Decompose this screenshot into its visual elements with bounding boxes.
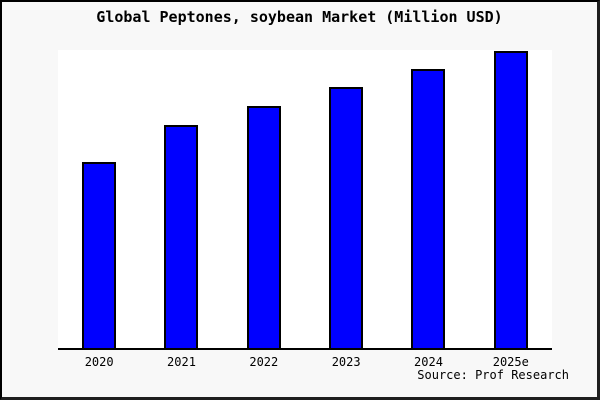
bar-2025e xyxy=(493,50,528,350)
bar-slot-2024 xyxy=(387,50,469,350)
bar-slot-2022 xyxy=(223,50,305,350)
bar-2021 xyxy=(164,125,199,350)
x-tick-label-2020: 2020 xyxy=(84,355,114,369)
x-tick-label-2024: 2024 xyxy=(414,355,443,369)
bar-2020 xyxy=(82,161,117,350)
chart-title: Global Peptones, soybean Market (Million… xyxy=(96,8,503,26)
bar-slot-2020 xyxy=(58,50,140,350)
bar-2023 xyxy=(329,86,364,350)
bars-container xyxy=(58,50,552,350)
bar-slot-2023 xyxy=(305,50,387,350)
x-axis-tick-labels: 2020 2021 2022 2023 2024 2025e xyxy=(58,355,552,369)
plot-area xyxy=(58,50,552,350)
x-tick-label-2021: 2021 xyxy=(167,355,196,369)
bar-slot-2021 xyxy=(140,50,222,350)
x-tick-label-2023: 2023 xyxy=(331,355,361,369)
x-axis-line xyxy=(58,348,552,350)
x-tick-label-2025e: 2025e xyxy=(492,355,529,369)
source-text: Source: Prof Research xyxy=(417,368,569,382)
x-tick-label-2022: 2022 xyxy=(249,355,279,369)
bar-2024 xyxy=(411,68,446,350)
bar-slot-2025e xyxy=(470,50,552,350)
bar-2022 xyxy=(246,106,281,350)
